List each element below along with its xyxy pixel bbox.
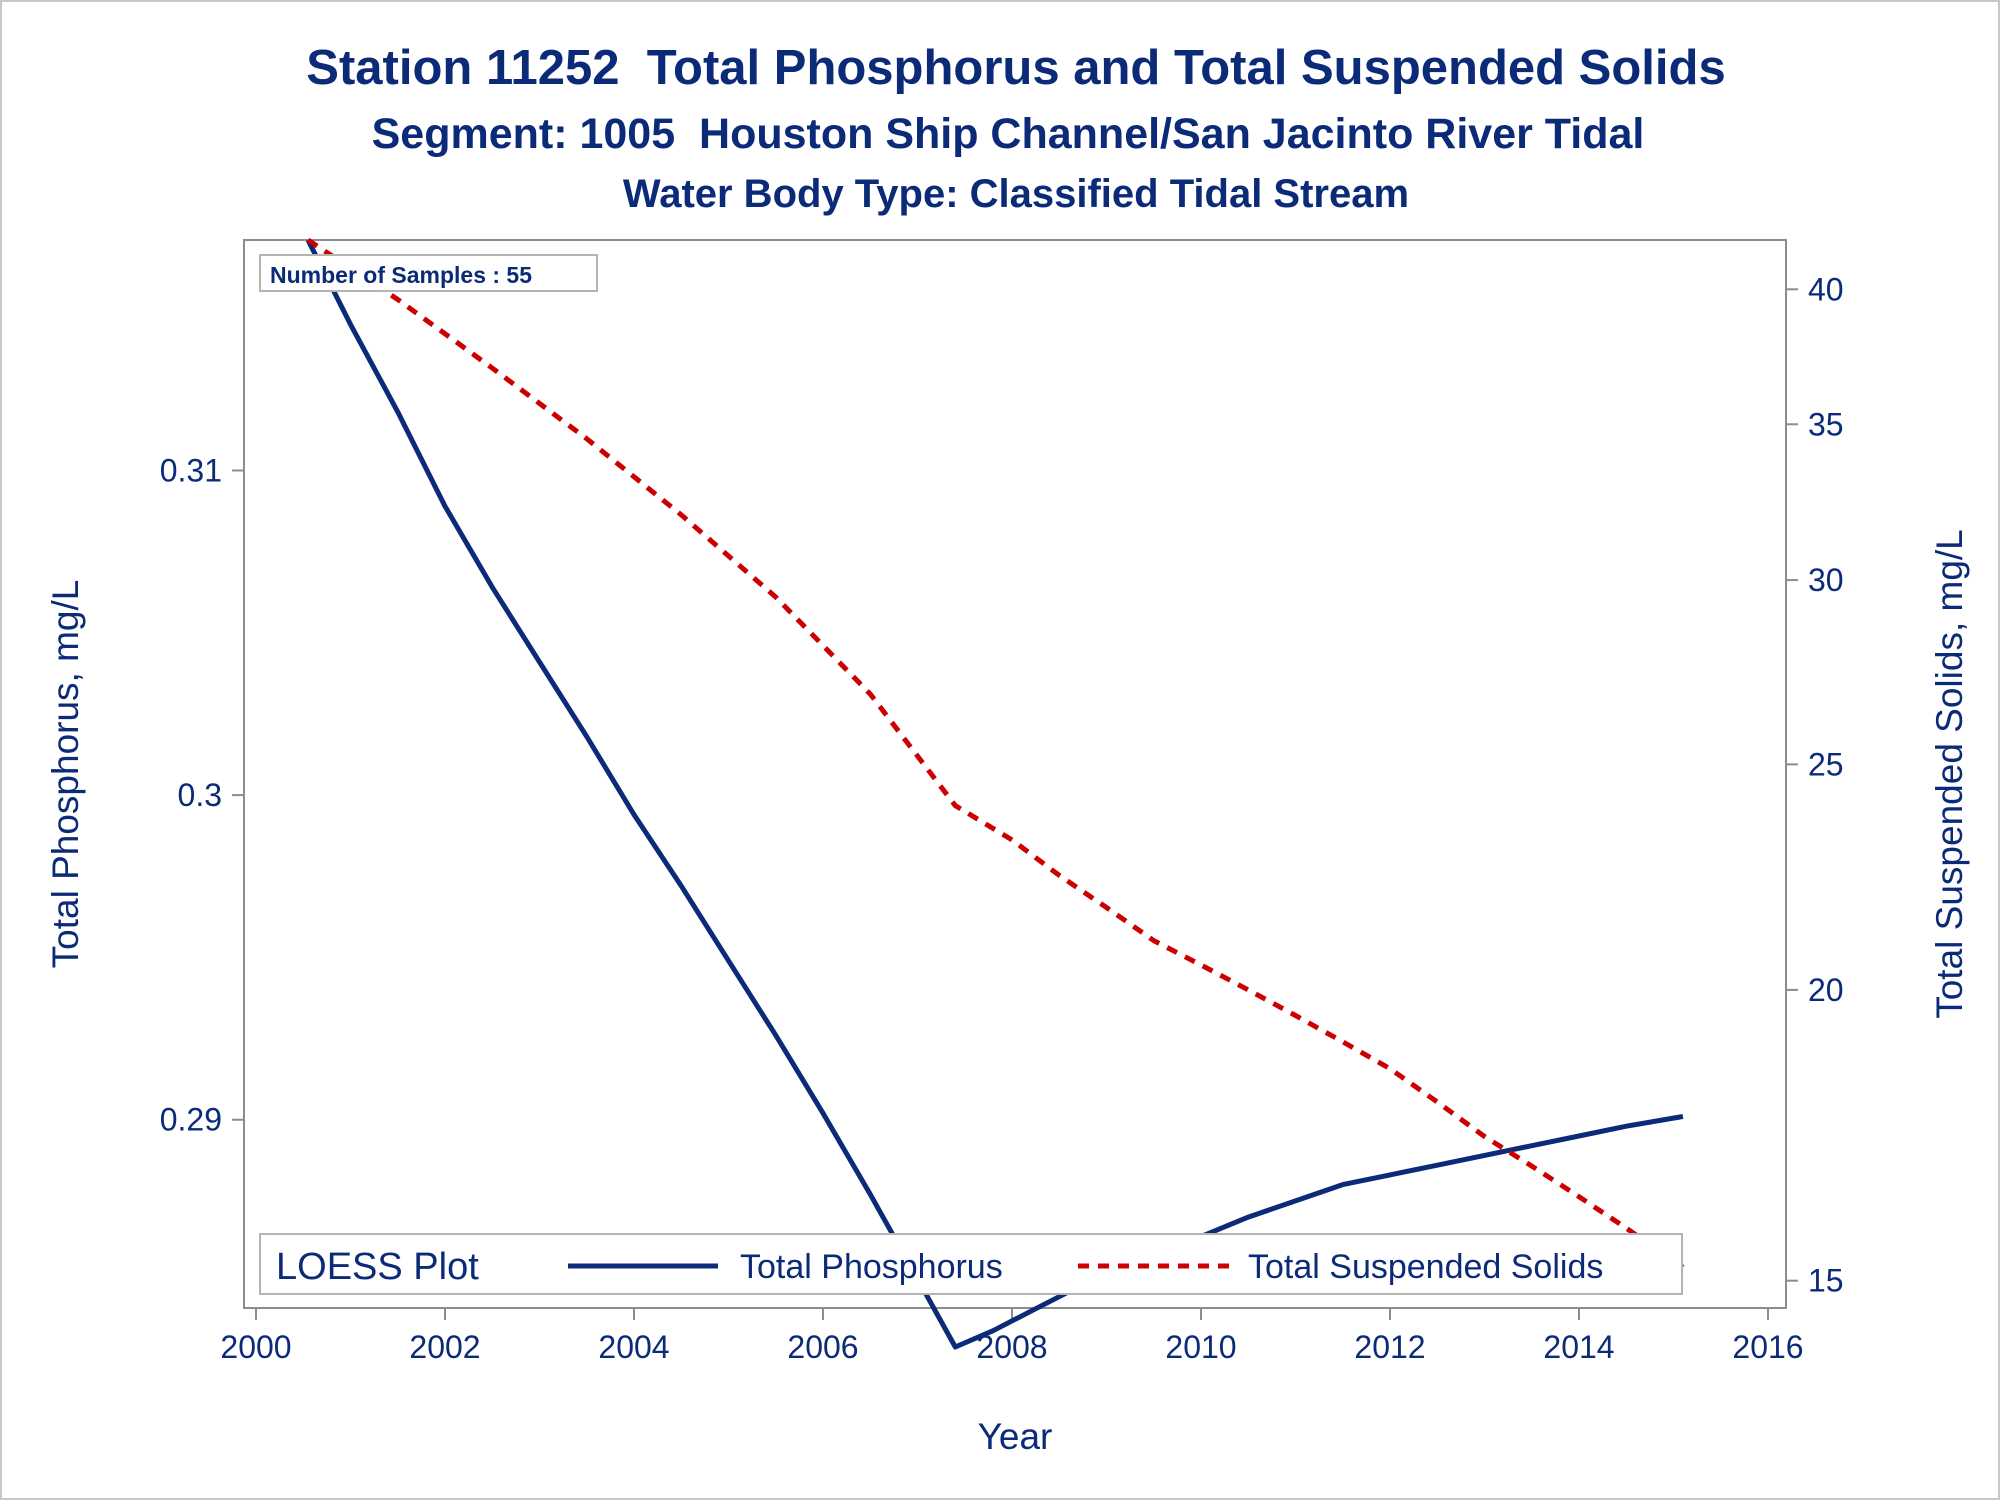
y-tick-label-1: 0.3 xyxy=(178,777,222,813)
y2-tick-label-2: 25 xyxy=(1808,746,1844,782)
sample-count-box: Number of Samples : 55 xyxy=(259,254,598,292)
legend-label-total-suspended-solids: Total Suspended Solids xyxy=(1248,1248,1603,1286)
legend-box xyxy=(259,1233,1683,1295)
chart-title: Station 11252 Total Phosphorus and Total… xyxy=(306,41,1725,95)
y2-tick-label-5: 40 xyxy=(1808,271,1844,307)
x-tick-label-3: 2006 xyxy=(787,1329,858,1365)
y-axis-label: Total Phosphorus, mg/L xyxy=(45,580,86,969)
y-tick-label-0: 0.29 xyxy=(160,1102,222,1138)
series-line-total-suspended-solids xyxy=(306,237,1685,1270)
y-axis-left: 0.29 0.3 0.31 xyxy=(160,452,244,1138)
legend-label-total-phosphorus: Total Phosphorus xyxy=(740,1248,1003,1286)
x-tick-label-6: 2012 xyxy=(1354,1329,1425,1365)
legend-title: LOESS Plot xyxy=(276,1246,479,1288)
chart-subtitle-2: Water Body Type: Classified Tidal Stream xyxy=(623,172,1409,216)
series-line-total-phosphorus xyxy=(305,238,1684,1350)
x-tick-label-8: 2016 xyxy=(1732,1329,1803,1365)
y2-tick-label-0: 15 xyxy=(1808,1263,1844,1299)
series-lines xyxy=(305,237,1685,1350)
x-axis-label: Year xyxy=(978,1416,1053,1457)
y2-tick-label-4: 35 xyxy=(1808,406,1844,442)
plot-area xyxy=(243,239,1787,1309)
y2-tick-label-1: 20 xyxy=(1808,972,1844,1008)
y-axis-right: 15 20 25 30 35 40 xyxy=(1786,271,1844,1299)
y-tick-label-2: 0.31 xyxy=(160,452,222,488)
y2-axis-label: Total Suspended Solids, mg/L xyxy=(1929,529,1970,1019)
y2-tick-label-3: 30 xyxy=(1808,562,1844,598)
x-tick-label-0: 2000 xyxy=(220,1329,291,1365)
x-tick-label-2: 2004 xyxy=(598,1329,669,1365)
x-tick-label-1: 2002 xyxy=(409,1329,480,1365)
x-tick-label-7: 2014 xyxy=(1543,1329,1614,1365)
legend: LOESS Plot Total Phosphorus Total Suspen… xyxy=(259,1233,1683,1295)
chart-subtitle: Segment: 1005 Houston Ship Channel/San J… xyxy=(372,110,1645,158)
x-axis: 2000 2002 2004 2006 2008 2010 2012 2014 2016 xyxy=(220,1308,1804,1365)
x-tick-label-5: 2010 xyxy=(1165,1329,1236,1365)
sample-count-text: Number of Samples : 55 xyxy=(270,262,532,288)
